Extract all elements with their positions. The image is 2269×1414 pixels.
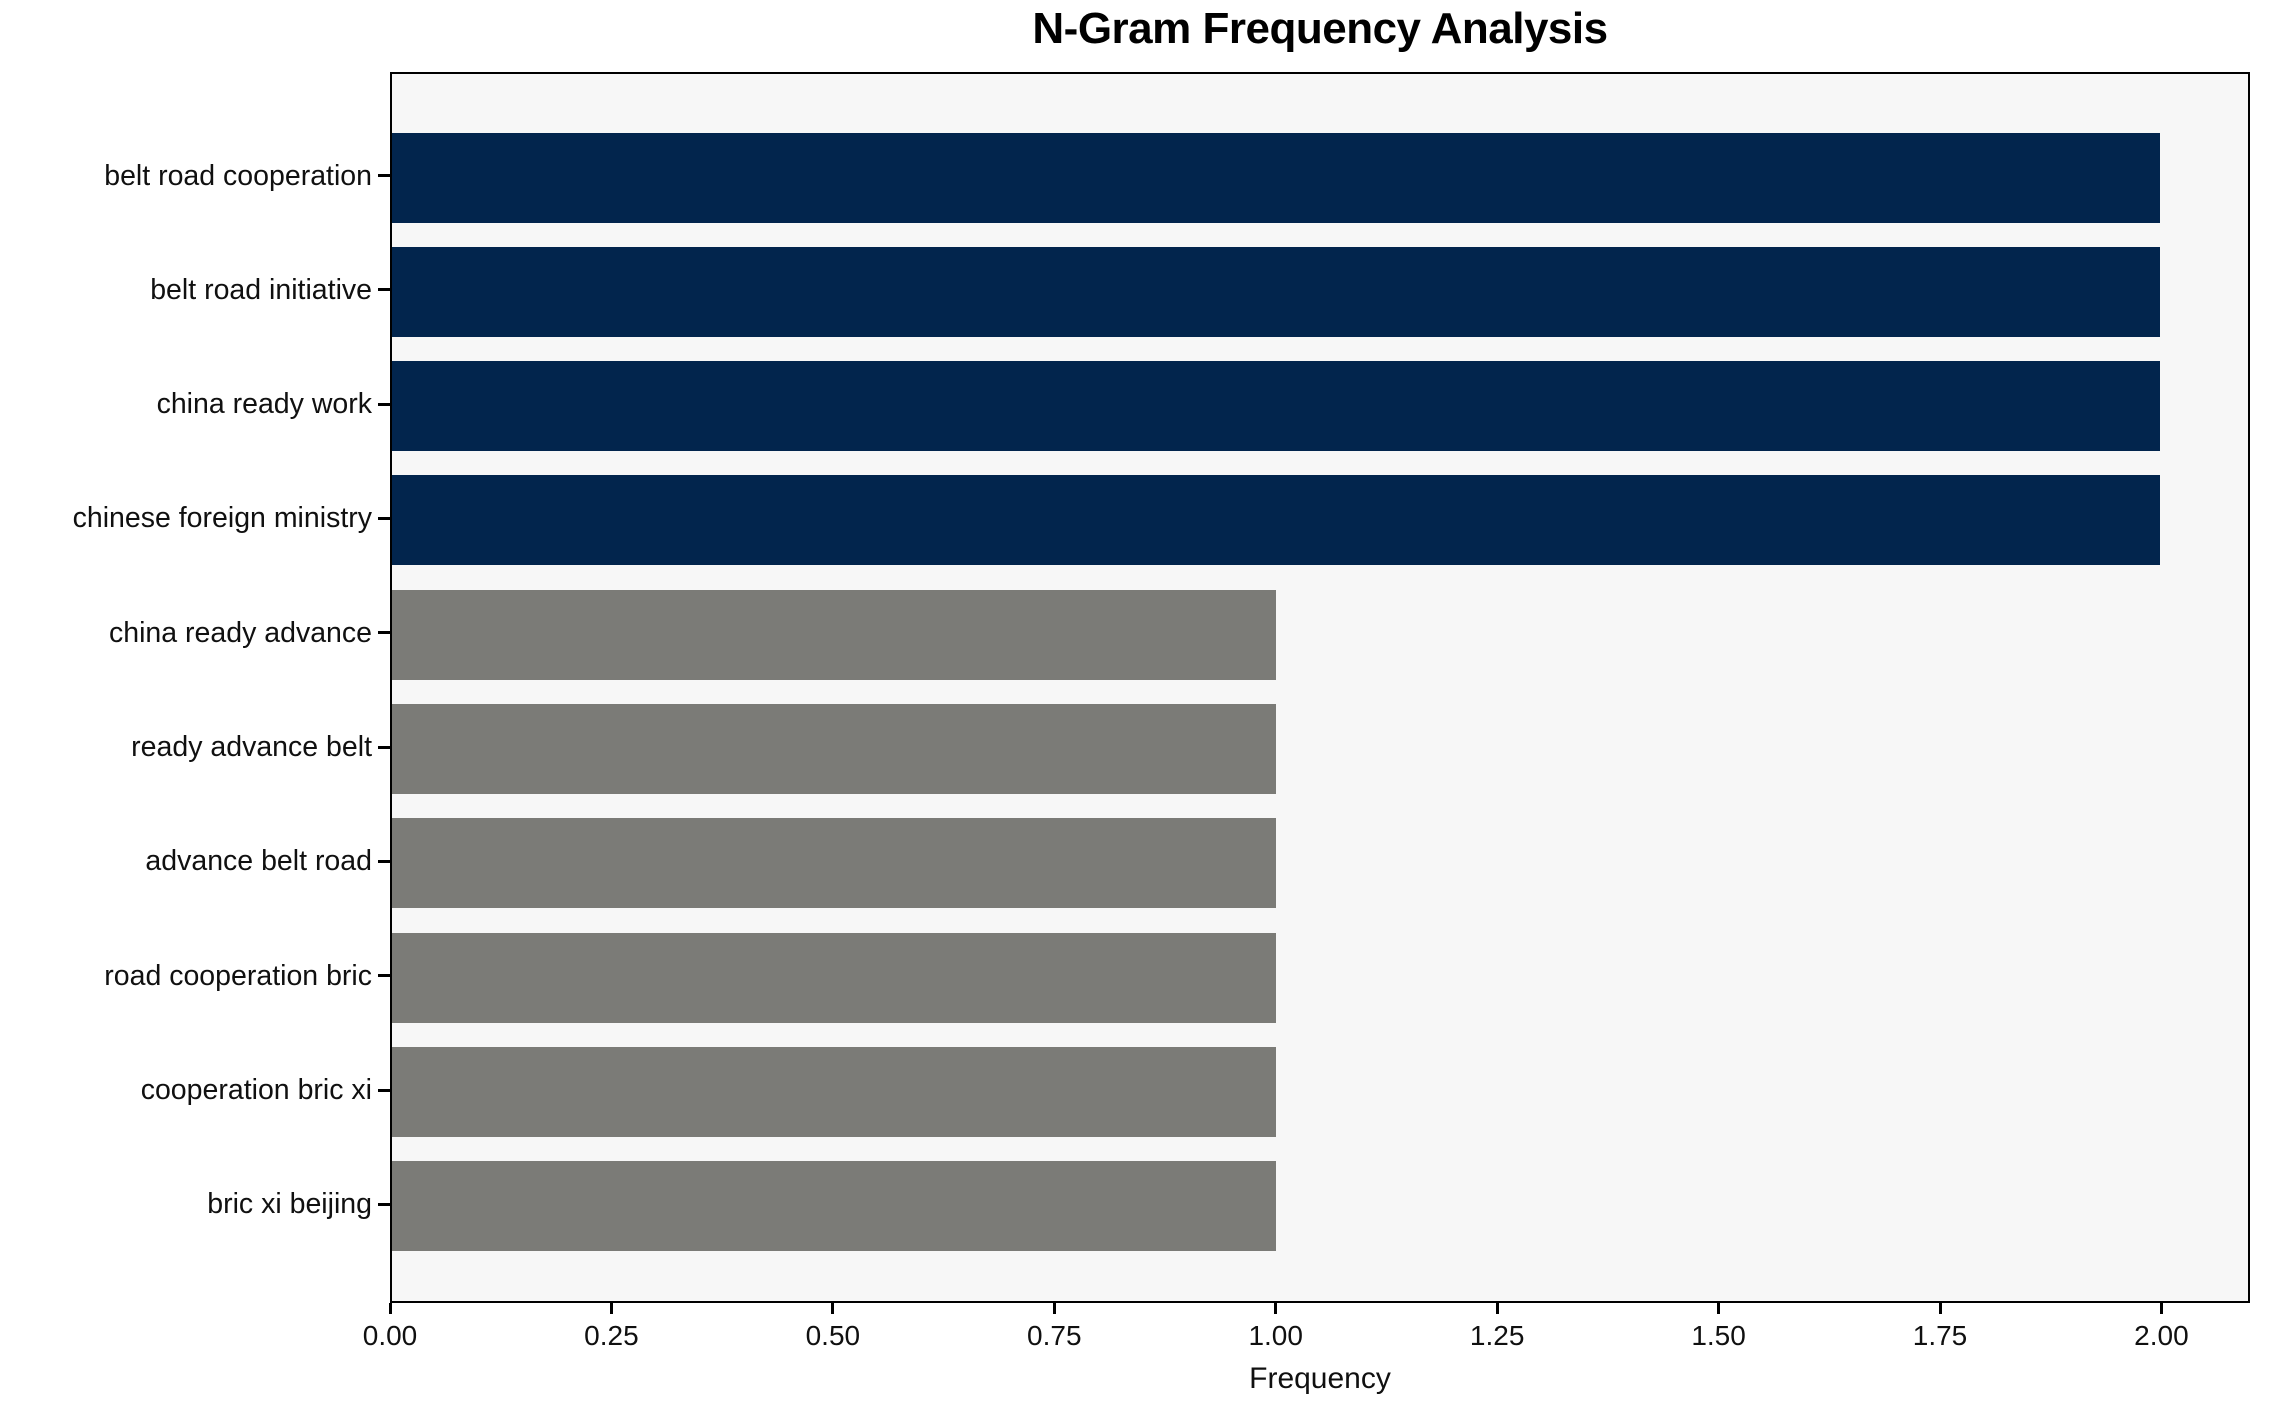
y-tick-label: road cooperation bric bbox=[104, 959, 372, 992]
x-tick-label: 0.50 bbox=[805, 1320, 861, 1351]
x-tick-mark bbox=[609, 1303, 613, 1314]
bar bbox=[392, 704, 1276, 795]
bar bbox=[392, 1161, 1276, 1252]
x-tick-mark bbox=[1052, 1303, 1056, 1314]
bar bbox=[392, 132, 2160, 223]
y-tick-label: belt road initiative bbox=[150, 273, 372, 306]
x-tick-label: 2.00 bbox=[2134, 1320, 2189, 1351]
y-tick-label: cooperation bric xi bbox=[140, 1074, 372, 1107]
y-tick-mark bbox=[378, 402, 390, 406]
y-tick-mark bbox=[378, 631, 390, 635]
x-tick-label: 0.25 bbox=[584, 1320, 639, 1351]
x-axis-label: Frequency bbox=[1249, 1362, 1391, 1395]
y-tick-label: advance belt road bbox=[145, 845, 372, 878]
x-tick-mark bbox=[2159, 1303, 2163, 1314]
y-tick-mark bbox=[378, 974, 390, 978]
x-tick-mark bbox=[1717, 1303, 1721, 1314]
y-tick-label: chinese foreign ministry bbox=[72, 502, 372, 535]
y-tick-mark bbox=[378, 1202, 390, 1206]
bar bbox=[392, 818, 1276, 909]
chart-title: N-Gram Frequency Analysis bbox=[1032, 4, 1608, 53]
y-tick-label: bric xi beijing bbox=[207, 1188, 372, 1221]
y-tick-mark bbox=[378, 174, 390, 177]
bar bbox=[392, 246, 2160, 337]
x-tick-mark bbox=[831, 1303, 835, 1314]
x-tick-mark bbox=[388, 1303, 392, 1314]
y-tick-mark bbox=[378, 1088, 390, 1092]
y-tick-mark bbox=[378, 745, 390, 749]
y-tick-mark bbox=[378, 859, 390, 863]
bar bbox=[392, 589, 1276, 680]
x-tick-mark bbox=[1274, 1303, 1278, 1314]
x-tick-mark bbox=[1938, 1303, 1942, 1314]
y-tick-label: belt road cooperation bbox=[104, 159, 372, 192]
y-tick-label: china ready work bbox=[156, 388, 372, 421]
y-tick-label: ready advance belt bbox=[131, 731, 372, 764]
y-tick-label: china ready advance bbox=[108, 616, 372, 649]
x-tick-label: 0.00 bbox=[362, 1320, 418, 1351]
bar bbox=[392, 361, 2160, 452]
x-tick-label: 1.50 bbox=[1691, 1320, 1746, 1351]
plot-area bbox=[390, 72, 2250, 1303]
x-tick-label: 1.00 bbox=[1248, 1320, 1303, 1351]
y-tick-mark bbox=[378, 516, 390, 520]
y-tick-mark bbox=[378, 288, 390, 292]
x-tick-label: 1.75 bbox=[1912, 1320, 1968, 1351]
bar bbox=[392, 475, 2160, 566]
x-tick-mark bbox=[1495, 1303, 1499, 1314]
bar bbox=[392, 1047, 1276, 1138]
bar bbox=[392, 932, 1276, 1023]
x-tick-label: 0.75 bbox=[1027, 1320, 1082, 1351]
x-tick-label: 1.25 bbox=[1469, 1320, 1525, 1351]
